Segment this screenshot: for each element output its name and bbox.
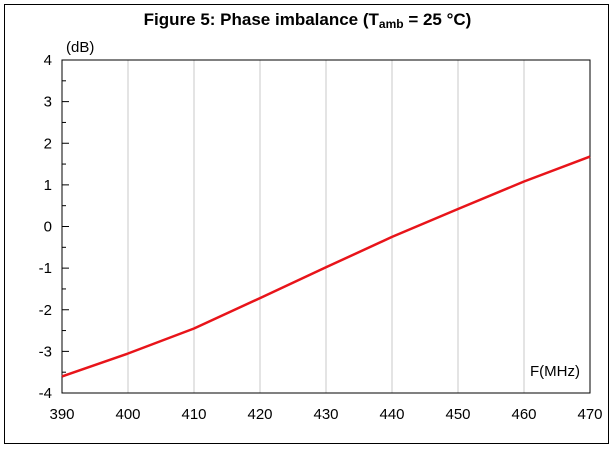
x-tick-label: 470 (577, 406, 602, 423)
x-tick-label: 410 (181, 406, 206, 423)
y-axis-ticks: 4 3 2 1 0 -1 -2 -3 -4 (39, 52, 69, 402)
y-tick-label: 1 (44, 177, 52, 194)
chart-title-suffix: = 25 °C) (403, 10, 472, 29)
chart-title: Figure 5: Phase imbalance (Tamb = 25 °C) (0, 10, 615, 34)
x-tick-label: 420 (247, 406, 272, 423)
x-tick-label: 390 (49, 406, 74, 423)
grid-lines (127, 60, 525, 393)
y-axis-label: (dB) (66, 39, 94, 56)
figure-frame (4, 4, 609, 444)
y-tick-label: -3 (39, 343, 52, 360)
y-tick-label: -2 (39, 302, 52, 319)
y-tick-label: 0 (44, 219, 52, 236)
y-tick-label: 4 (44, 52, 52, 69)
x-axis-label: F(MHz) (530, 363, 580, 380)
chart-title-subscript: amb (378, 17, 404, 31)
y-tick-label: 3 (44, 94, 52, 111)
x-axis-ticks: 390 400 410 420 430 440 450 460 470 (49, 406, 602, 423)
y-tick-label: -1 (39, 260, 52, 277)
x-tick-label: 450 (445, 406, 470, 423)
x-tick-label: 460 (511, 406, 536, 423)
y-tick-label: 2 (44, 135, 52, 152)
chart-title-prefix: Figure 5: Phase imbalance (T (143, 10, 379, 29)
y-tick-label: -4 (39, 385, 52, 402)
series-line (61, 155, 591, 378)
x-tick-label: 430 (313, 406, 338, 423)
series-group (61, 155, 591, 378)
x-tick-label: 440 (379, 406, 404, 423)
x-tick-label: 400 (115, 406, 140, 423)
